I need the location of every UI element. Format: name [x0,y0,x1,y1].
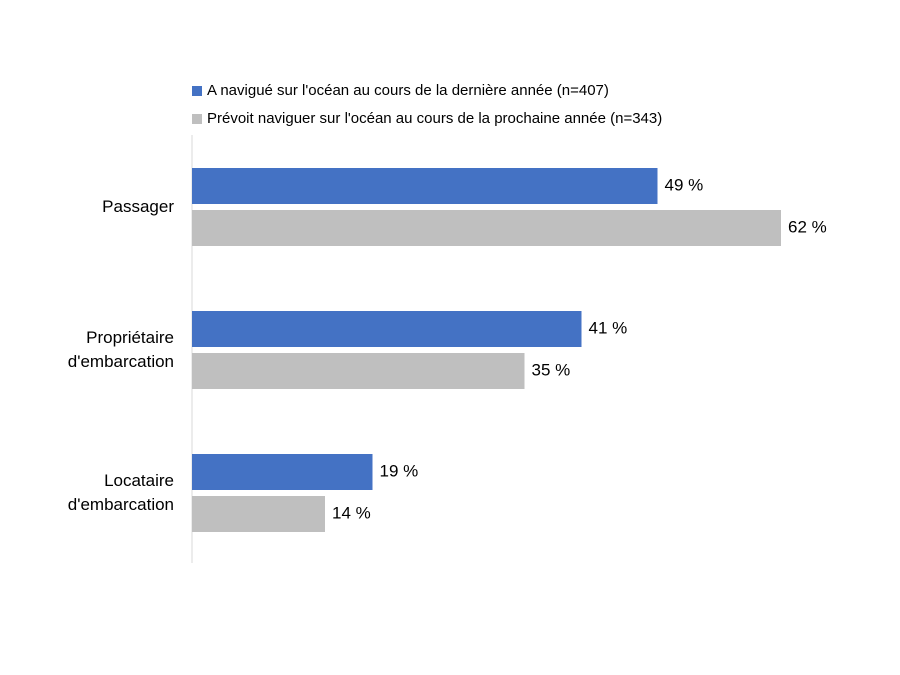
legend-label: A navigué sur l'océan au cours de la der… [207,82,609,99]
legend-label: Prévoit naviguer sur l'océan au cours de… [207,110,662,127]
category-label: Locataire d'embarcation [67,471,174,514]
bar [192,210,781,246]
legend-marker [192,86,202,96]
bar [192,311,582,347]
value-label: 49 % [665,175,704,194]
legend-marker [192,114,202,124]
value-label: 19 % [380,461,419,480]
value-label: 62 % [788,217,827,236]
value-label: 41 % [589,318,628,337]
bar [192,454,373,490]
category-label: Propriétaire d'embarcation [67,328,174,371]
value-label: 14 % [332,503,371,522]
category-label: Passager [102,197,174,216]
bar [192,353,525,389]
bar [192,168,658,204]
value-label: 35 % [532,360,571,379]
bar [192,496,325,532]
